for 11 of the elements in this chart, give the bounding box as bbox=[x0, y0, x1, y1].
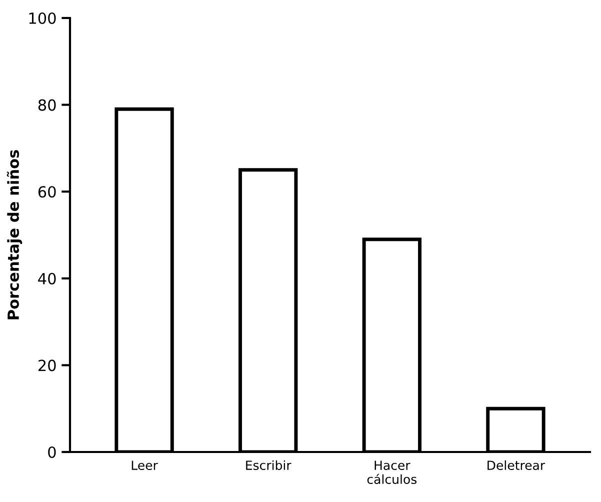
y-tick-label: 60 bbox=[38, 186, 56, 198]
y-tick-label: 0 bbox=[48, 446, 56, 458]
x-tick-label: Leer bbox=[132, 460, 158, 470]
y-axis-title: Porcentaje de niños bbox=[6, 150, 22, 320]
x-tick-label: Deletrear bbox=[488, 460, 546, 470]
x-tick-label: Hacer cálculos bbox=[367, 460, 417, 484]
x-tick-label: Escribir bbox=[246, 460, 292, 470]
y-tick-label: 20 bbox=[38, 360, 56, 372]
y-tick-label: 40 bbox=[38, 272, 56, 284]
y-tick-label: 80 bbox=[38, 99, 56, 111]
y-tick-label: 100 bbox=[29, 12, 56, 24]
